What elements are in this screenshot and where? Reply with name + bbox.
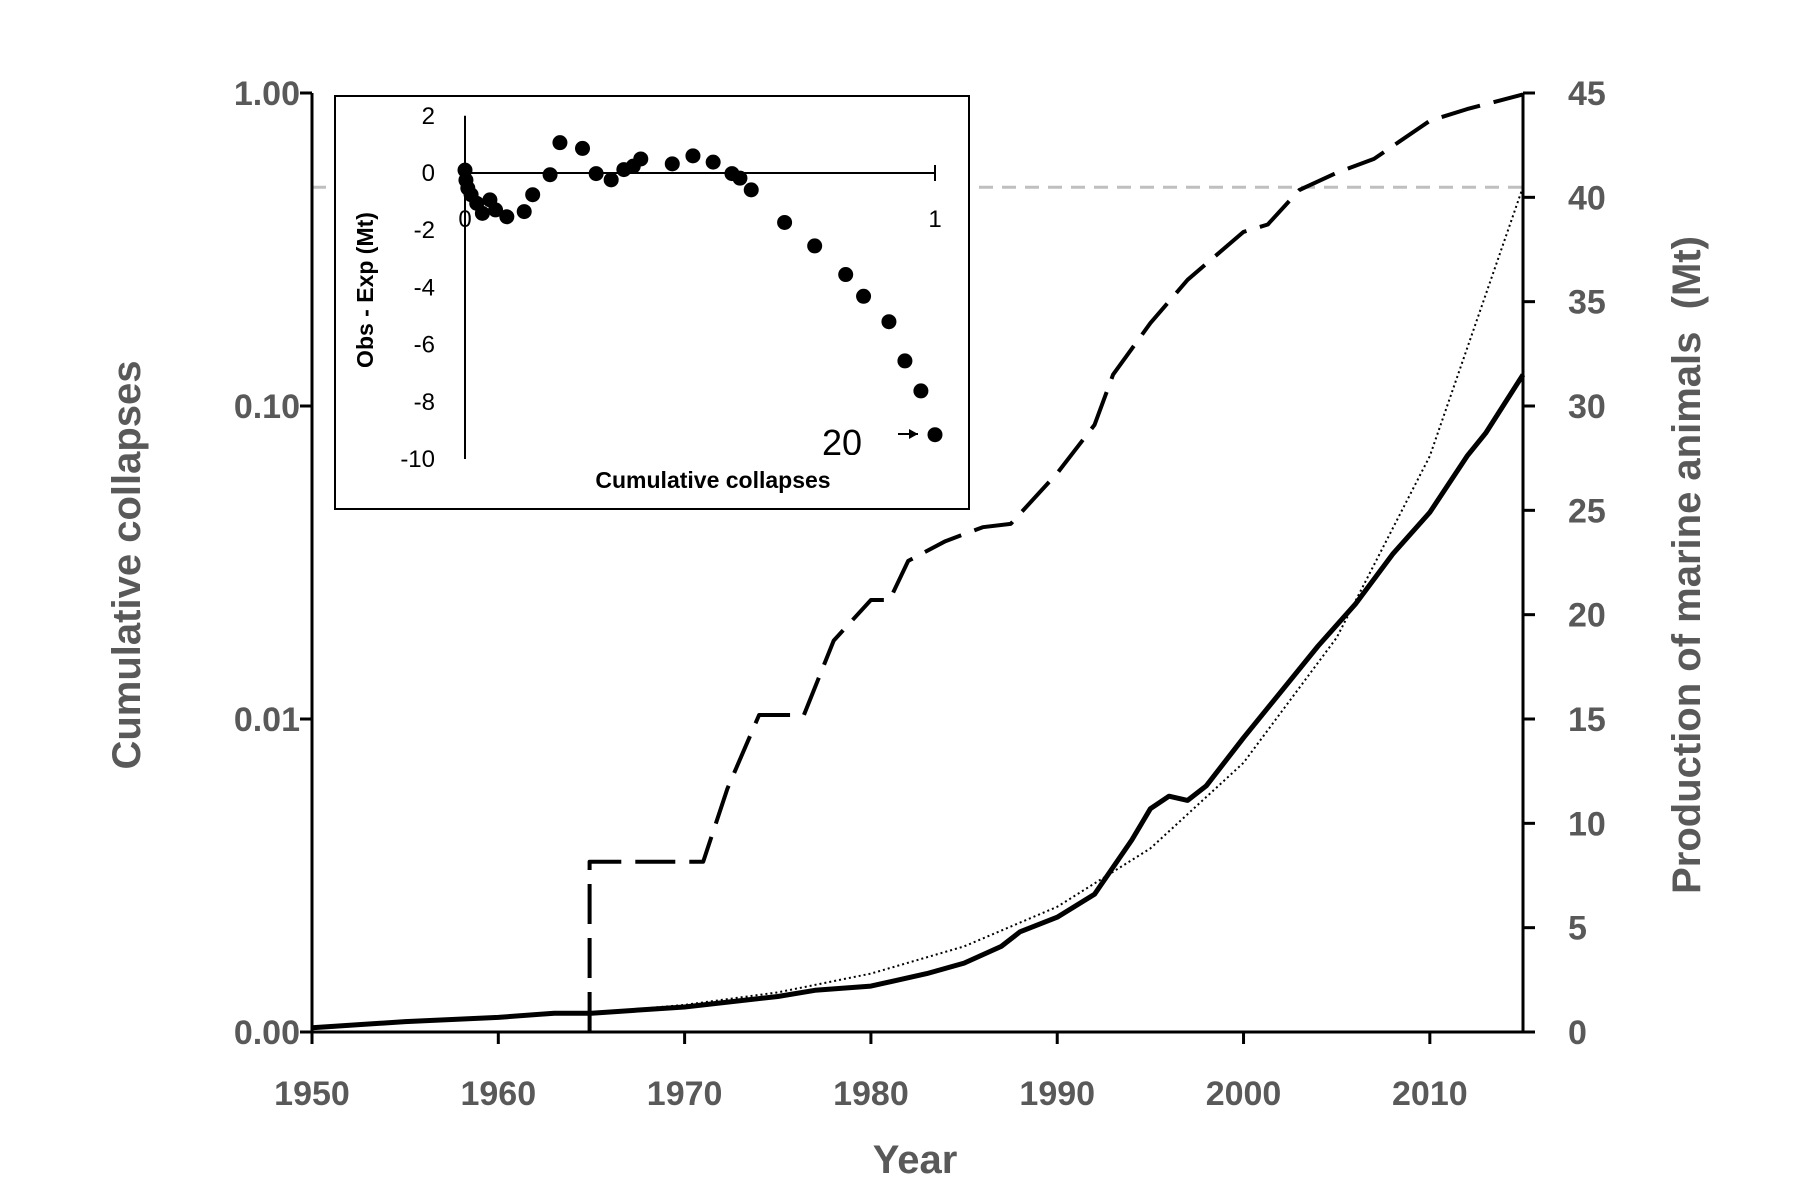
right-tick-label: 15	[1568, 701, 1606, 739]
series-dashed-line	[587, 92, 1524, 1032]
x-tick-label: 1960	[460, 1075, 536, 1113]
right-tick-label: 20	[1568, 597, 1606, 635]
inset-data-point	[856, 288, 872, 304]
inset-data-point	[575, 140, 590, 156]
right-tick-label: 40	[1568, 179, 1606, 217]
inset-data-point	[516, 204, 532, 220]
inset-data-point	[603, 172, 619, 188]
inset-y-tick-label: -8	[414, 389, 435, 416]
inset-y-tick-label: -6	[414, 332, 435, 359]
inset-data-point	[881, 314, 897, 330]
x-tick-label: 1980	[833, 1075, 909, 1113]
x-tick-label: 1950	[274, 1075, 350, 1113]
inset-data-point	[807, 238, 823, 254]
inset-y-tick-label: -4	[414, 274, 435, 301]
inset-data-point	[664, 156, 680, 172]
x-axis-label: Year	[873, 1138, 958, 1182]
x-tick-label: 2000	[1206, 1075, 1282, 1113]
series-lines	[311, 92, 1526, 1032]
inset-y-tick-label: 0	[422, 160, 435, 187]
inset-data-point	[732, 170, 748, 186]
main-axes	[300, 91, 1535, 1044]
right-tick-label: 10	[1568, 805, 1606, 843]
left-y-axis-label: Cumulative collapses	[105, 360, 149, 769]
inset-data-point	[542, 167, 558, 183]
x-tick-label: 1990	[1019, 1075, 1095, 1113]
series-solid-line	[311, 373, 1526, 1031]
inset-y-tick-label: -2	[414, 217, 435, 244]
right-tick-label: 45	[1568, 75, 1606, 113]
inset-data-point	[913, 383, 929, 399]
right-y-axis-label: Production of marine animals (Mt)	[1665, 236, 1709, 894]
x-tick-label: 1970	[647, 1075, 723, 1113]
inset-data-point	[927, 427, 943, 443]
inset-x-tick-label: 0	[458, 206, 471, 233]
inset-data-point	[474, 205, 490, 221]
right-tick-label: 25	[1568, 492, 1606, 530]
inset-data-point	[588, 166, 604, 182]
series-dotted-line	[591, 186, 1524, 1015]
inset-data-point	[705, 154, 721, 170]
inset-data-point	[743, 182, 759, 198]
inset-data-point	[633, 151, 649, 167]
inset-data-point	[552, 135, 568, 151]
inset-y-tick-label: -10	[400, 446, 435, 473]
inset-data-point	[897, 353, 913, 369]
inset-data-point	[488, 202, 504, 218]
inset-data-point	[838, 267, 854, 283]
inset-data-point	[685, 148, 701, 164]
inset-chart: 2 0 -2 -4 -6 -8 -10 0 1 Cumulative collapses Obs…	[334, 95, 970, 510]
inset-data-point	[525, 187, 541, 203]
left-tick-label: 0.01	[234, 701, 300, 739]
left-tick-label: 0.00	[234, 1014, 300, 1052]
right-tick-label: 35	[1568, 284, 1606, 322]
inset-x-tick-label: 1	[928, 206, 941, 233]
right-tick-label: 30	[1568, 388, 1606, 426]
inset-data-point	[499, 209, 515, 225]
annotation-arrow-icon	[898, 429, 918, 439]
left-tick-label: 0.10	[234, 388, 300, 426]
inset-points	[457, 135, 943, 443]
left-tick-label: 1.00	[234, 75, 300, 113]
right-tick-label: 0	[1568, 1014, 1587, 1052]
inset-x-label: Cumulative collapses	[595, 467, 830, 493]
inset-y-tick-label: 2	[422, 103, 435, 130]
inset-data-point	[777, 214, 793, 230]
inset-y-label: Obs - Exp (Mt)	[352, 212, 378, 368]
right-tick-label: 5	[1568, 910, 1587, 948]
x-tick-label: 2010	[1392, 1075, 1468, 1113]
